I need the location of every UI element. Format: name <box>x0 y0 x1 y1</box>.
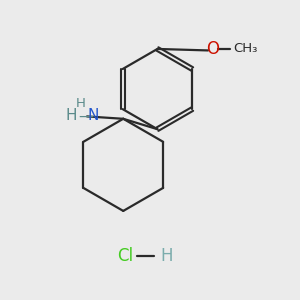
Text: H: H <box>160 247 173 265</box>
Text: H: H <box>76 97 86 110</box>
Text: H: H <box>66 108 77 123</box>
Text: Cl: Cl <box>118 247 134 265</box>
Text: O: O <box>206 40 219 58</box>
Text: CH₃: CH₃ <box>233 42 258 56</box>
Text: —: — <box>79 108 94 123</box>
Text: N: N <box>88 108 99 123</box>
